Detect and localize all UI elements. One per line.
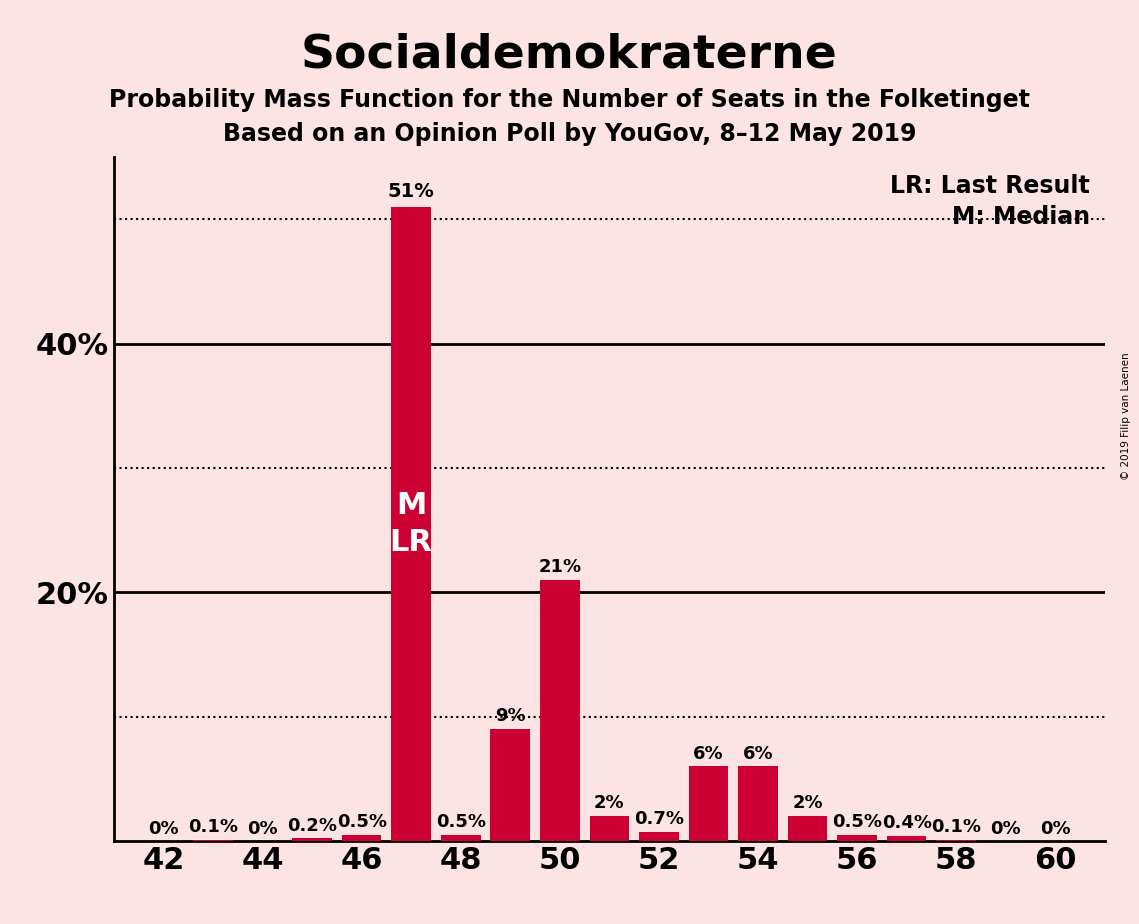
Text: 0.7%: 0.7% [634, 810, 683, 829]
Text: 0%: 0% [991, 820, 1021, 838]
Text: M: M [396, 491, 426, 519]
Bar [837, 834, 877, 841]
Bar [441, 834, 481, 841]
Text: M: Median: M: Median [952, 205, 1090, 229]
Bar [788, 816, 827, 841]
Text: 0.2%: 0.2% [287, 817, 337, 834]
Bar [936, 840, 976, 841]
Text: 0%: 0% [148, 820, 179, 838]
Bar [293, 838, 331, 841]
Text: 0%: 0% [1040, 820, 1071, 838]
Bar [491, 729, 530, 841]
Bar [639, 833, 679, 841]
Bar [738, 766, 778, 841]
Bar [590, 816, 629, 841]
Bar [887, 836, 926, 841]
Text: 0.4%: 0.4% [882, 814, 932, 833]
Text: 51%: 51% [387, 182, 435, 201]
Text: 2%: 2% [793, 795, 822, 812]
Text: 0.5%: 0.5% [436, 813, 485, 831]
Text: 0%: 0% [247, 820, 278, 838]
Text: 2%: 2% [595, 795, 624, 812]
Text: LR: LR [390, 528, 433, 557]
Text: 6%: 6% [743, 745, 773, 762]
Text: Probability Mass Function for the Number of Seats in the Folketinget: Probability Mass Function for the Number… [109, 88, 1030, 112]
Text: Socialdemokraterne: Socialdemokraterne [301, 32, 838, 78]
Text: 0.1%: 0.1% [932, 818, 981, 836]
Text: 9%: 9% [495, 707, 525, 725]
Text: 0.1%: 0.1% [188, 818, 238, 836]
Bar [689, 766, 728, 841]
Bar [540, 579, 580, 841]
Text: 0.5%: 0.5% [337, 813, 386, 831]
Text: 6%: 6% [694, 745, 723, 762]
Bar [194, 840, 232, 841]
Bar [392, 207, 431, 841]
Text: 21%: 21% [539, 558, 581, 576]
Text: LR: Last Result: LR: Last Result [891, 175, 1090, 198]
Bar [342, 834, 382, 841]
Text: 0.5%: 0.5% [833, 813, 882, 831]
Text: Based on an Opinion Poll by YouGov, 8–12 May 2019: Based on an Opinion Poll by YouGov, 8–12… [223, 122, 916, 146]
Text: © 2019 Filip van Laenen: © 2019 Filip van Laenen [1121, 352, 1131, 480]
